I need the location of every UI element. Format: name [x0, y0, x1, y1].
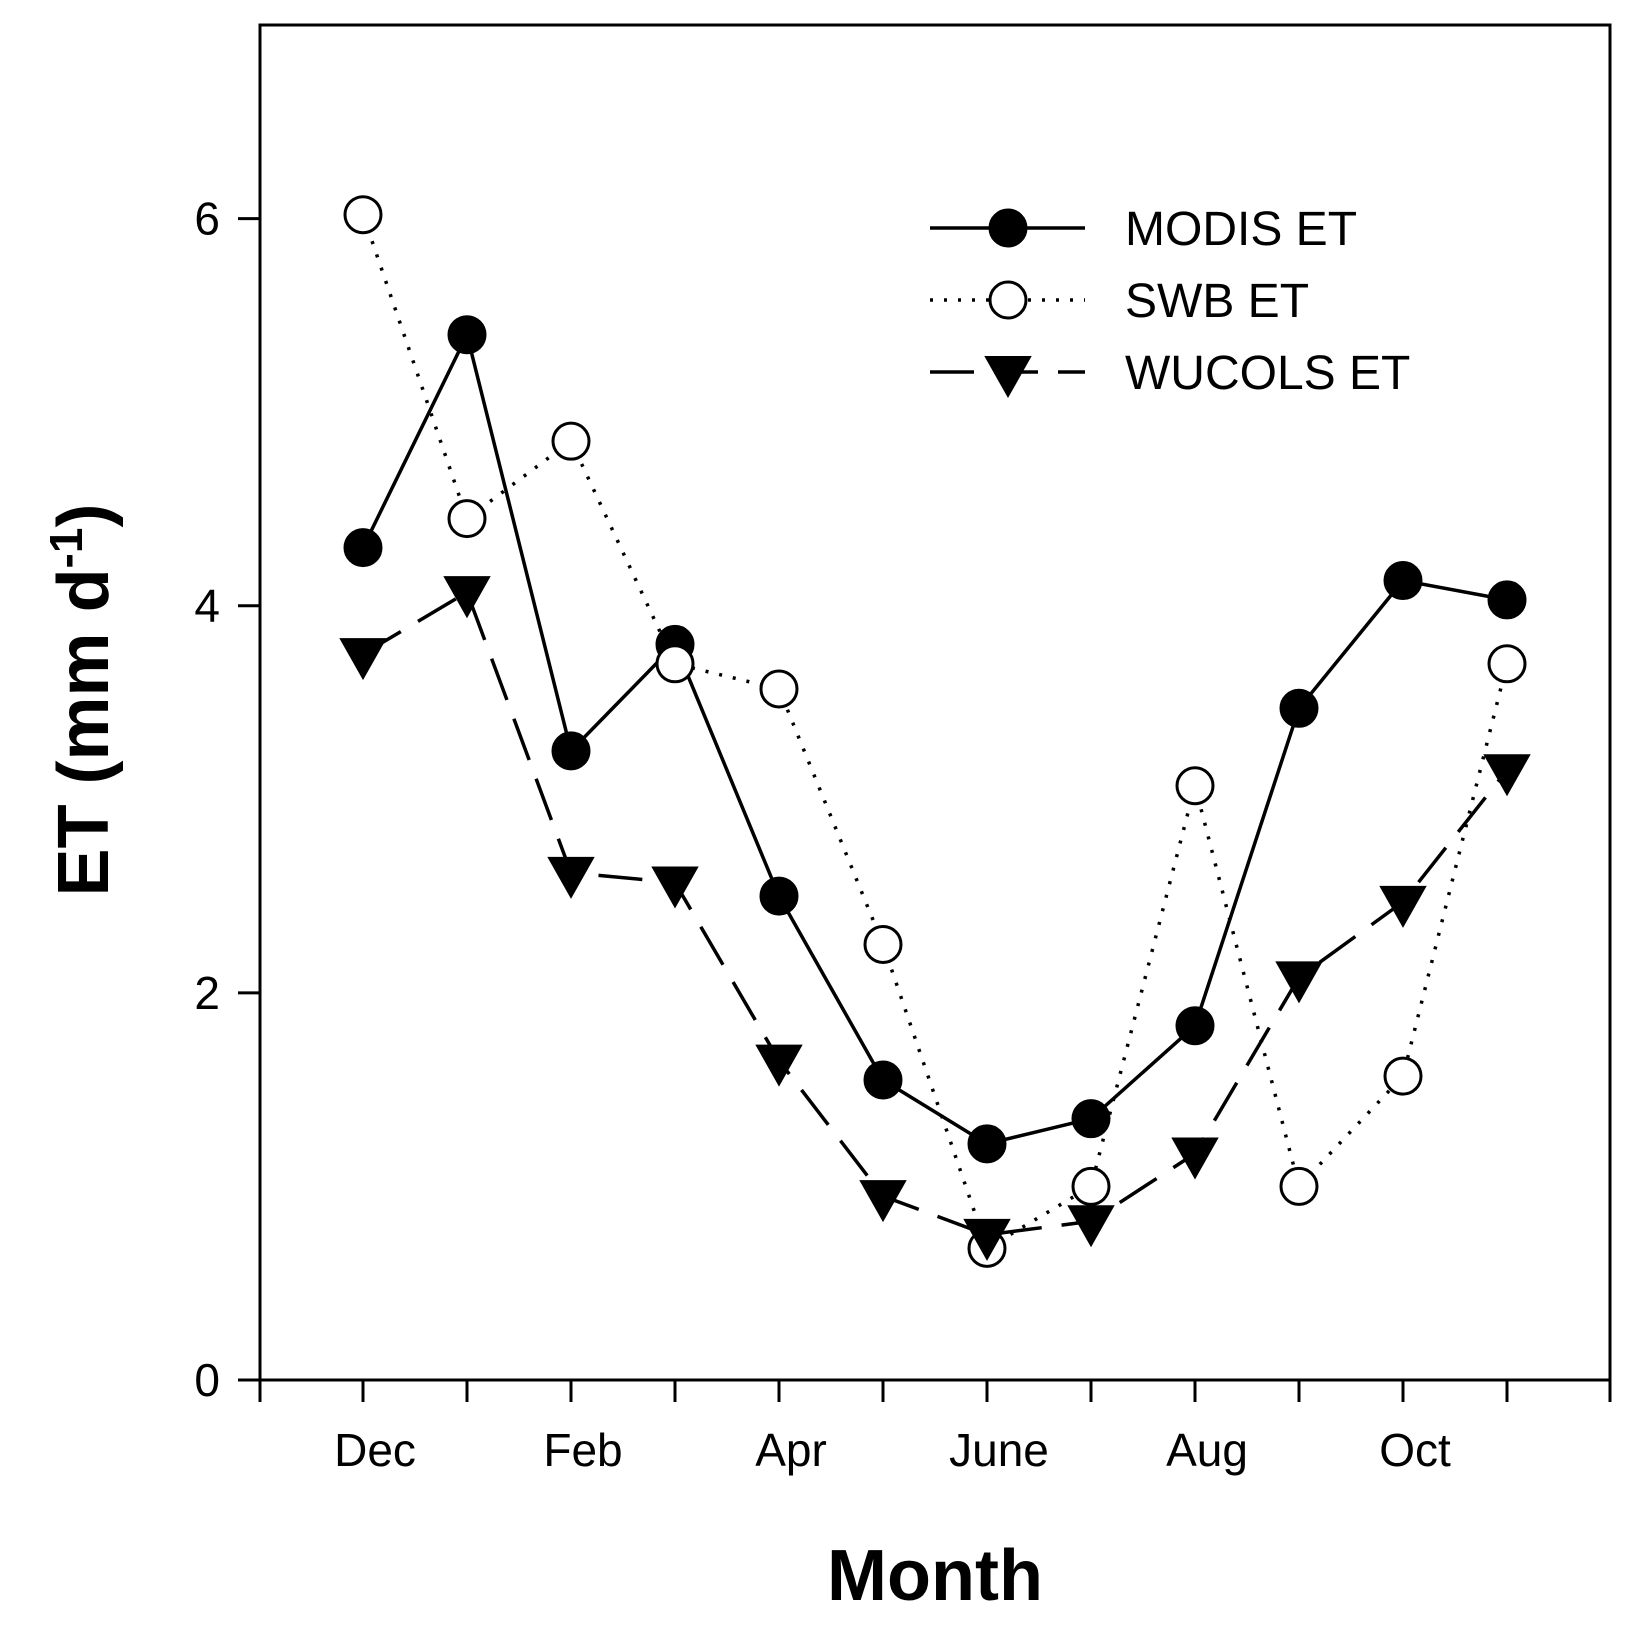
x-tick-label: Feb — [543, 1424, 622, 1476]
swb-et-point — [655, 644, 695, 684]
wucols-et-point — [443, 576, 491, 619]
x-axis: Dec Feb Apr June Aug Oct — [258, 1380, 1612, 1476]
legend-modis-et-marker — [988, 208, 1028, 248]
wucols-et-point — [651, 866, 699, 909]
series-layer — [339, 195, 1531, 1268]
modis-et-point — [1071, 1099, 1111, 1139]
legend: MODIS ET SWB ET WUCOLS ET — [930, 203, 1410, 400]
modis-et-point — [967, 1124, 1007, 1164]
modis-et-point — [447, 315, 487, 355]
plot-frame — [258, 23, 1612, 1382]
x-tick-label: June — [949, 1424, 1049, 1476]
y-axis: 0 2 4 6 — [194, 193, 260, 1406]
wucols-et-point — [859, 1180, 907, 1223]
wucols-et-point — [547, 856, 595, 899]
x-axis-title: Month — [827, 1536, 1043, 1616]
modis-et-point — [1175, 1006, 1215, 1046]
swb-et-point — [343, 195, 383, 235]
wucols-et-series — [339, 576, 1531, 1261]
y-axis-title-main: ET (mm d — [44, 568, 124, 896]
wucols-et-point — [1483, 754, 1531, 797]
y-tick-label: 0 — [194, 1354, 220, 1406]
wucols-et-point — [1379, 885, 1427, 928]
x-tick-label: Dec — [334, 1424, 416, 1476]
modis-et-point — [551, 731, 591, 771]
y-axis-title-superscript: -1 — [40, 528, 92, 569]
modis-et-line — [361, 329, 1508, 1146]
swb-et-point — [1487, 644, 1527, 684]
modis-et-point — [759, 876, 799, 916]
wucols-et-point — [1171, 1137, 1219, 1180]
legend-swb-et-marker — [988, 280, 1028, 320]
wucols-et-point — [755, 1044, 803, 1087]
x-tick-label: Aug — [1166, 1424, 1248, 1476]
y-tick-label: 6 — [194, 193, 220, 245]
modis-et-point — [1279, 688, 1319, 728]
y-axis-title: ET (mm d-1) — [40, 504, 124, 897]
wucols-et-point — [963, 1218, 1011, 1261]
legend-wucols-et-marker — [984, 356, 1032, 399]
wucols-et-point — [339, 638, 387, 681]
x-tick-label: Apr — [755, 1424, 827, 1476]
x-tick-label: Oct — [1379, 1424, 1451, 1476]
swb-et-point — [1175, 766, 1215, 806]
modis-et-point — [343, 528, 383, 568]
modis-et-point — [863, 1060, 903, 1100]
y-axis-title-suffix: ) — [44, 504, 124, 528]
wucols-et-point — [1275, 961, 1323, 1004]
swb-et-point — [1383, 1056, 1423, 1096]
wucols-et-line — [362, 589, 1509, 1237]
modis-et-point — [1487, 580, 1527, 620]
modis-et-point — [1383, 561, 1423, 601]
wucols-et-point — [1067, 1205, 1115, 1248]
legend-wucols-et-label: WUCOLS ET — [1125, 347, 1410, 400]
legend-modis-et-label: MODIS ET — [1125, 203, 1357, 256]
y-tick-label: 4 — [194, 580, 220, 632]
swb-et-point — [1279, 1166, 1319, 1206]
swb-et-point — [551, 421, 591, 461]
swb-et-point — [863, 924, 903, 964]
swb-et-point — [1071, 1166, 1111, 1206]
swb-et-point — [759, 669, 799, 709]
legend-swb-et-label: SWB ET — [1125, 275, 1309, 328]
y-tick-label: 2 — [194, 967, 220, 1019]
swb-et-point — [447, 499, 487, 539]
